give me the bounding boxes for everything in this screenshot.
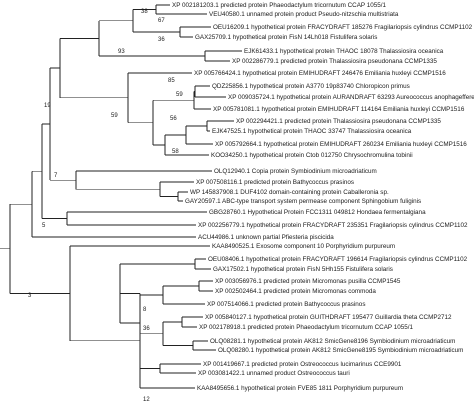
taxon-label: ACU44986.1 unknown partial Pfiesteria pi… <box>198 234 334 241</box>
support-value: 8 <box>143 307 147 313</box>
taxon-label: QDZ25856.1 hypothetical protein A3770 19… <box>212 83 410 90</box>
support-value: 58 <box>172 149 179 155</box>
taxon-labels: XP 002181203.1 predicted protein Phaeoda… <box>172 2 474 392</box>
support-value: 36 <box>158 37 165 43</box>
taxon-label: EJK47525.1 hypothetical protein THAOC 33… <box>212 128 412 135</box>
taxon-label: KAA8495656.1 hypothetical protein FVE85 … <box>197 385 403 392</box>
support-value: 5 <box>42 223 46 229</box>
support-value: 7 <box>54 173 58 179</box>
taxon-label: GBG28760.1 Hypothetical Protein FCC1311 … <box>209 209 426 216</box>
taxon-label: XP 007514066.1 predicted protein Bathyco… <box>207 301 365 308</box>
taxon-label: GAY20597.1 ABC-type transport system per… <box>185 198 421 205</box>
taxon-label: XP 003081422.1 unnamed product Ostreococ… <box>198 370 350 377</box>
support-value: 12 <box>143 397 150 403</box>
support-value: 36 <box>143 326 150 332</box>
taxon-label: XP 002178918.1 predicted protein Phaeoda… <box>199 324 413 331</box>
taxon-label: OEU08406.1 hypothetical protein FRACYDRA… <box>208 256 468 263</box>
taxon-label: XP 002181203.1 predicted protein Phaeoda… <box>172 2 386 9</box>
taxon-label: XP 002256779.1 hypothetical protein FRAC… <box>198 222 468 229</box>
taxon-label: XP 001419667.1 predicted protein Ostreoc… <box>203 361 402 368</box>
taxon-label: XP 007508116.1 predicted protein Bathyco… <box>196 179 354 186</box>
tree-branches <box>0 4 242 389</box>
taxon-label: OLQ08281.1 hypothetical protein AK812 Sm… <box>210 338 455 345</box>
taxon-label: XP 005766424.1 hypothetical protein EMIH… <box>194 70 446 77</box>
support-value: 59 <box>176 92 183 98</box>
taxon-label: XP 005840127.1 hypothetical protein GUIT… <box>205 314 452 321</box>
taxon-label: GAX25709.1 hypothetical protein FisN 14L… <box>195 34 377 41</box>
taxon-label: OEU16209.1 hypothetical protein FRACYDRA… <box>213 24 473 31</box>
taxon-label: EJK61433.1 hypothetical protein THAOC 18… <box>244 48 444 55</box>
support-value: 59 <box>111 113 118 119</box>
taxon-label: XP 002286779.1 predicted protein Thalass… <box>232 58 437 65</box>
taxon-label: XP 009035724.1 hypothetical protein AURA… <box>228 94 474 101</box>
taxon-label: XP 003056976.1 predicted protein Micromo… <box>215 278 401 285</box>
support-value: 38 <box>141 9 148 15</box>
support-value: 93 <box>118 49 125 55</box>
support-value: 3 <box>28 293 32 299</box>
taxon-label: VEU40580.1 unnamed protein product Pseud… <box>209 11 399 18</box>
taxon-label: OLQ08280.1 hypothetical protein AK812 Sm… <box>218 347 463 354</box>
taxon-label: XP 005781081.1 hypothetical protein EMIH… <box>213 106 465 113</box>
taxon-label: XP 005792664.1 hypothetical protein EMIH… <box>215 141 467 148</box>
support-value: 56 <box>170 116 177 122</box>
support-value: 67 <box>158 18 165 24</box>
taxon-label: OLQ12940.1 Copia protein Symbiodinium mi… <box>214 168 377 175</box>
support-value: 19 <box>44 103 51 109</box>
taxon-label: XP 002294421.1 predicted protein Thalass… <box>236 118 441 125</box>
taxon-label: WP 145837908.1 DUF4102 domain-containing… <box>190 189 389 196</box>
taxon-label: KOO34250.1 hypothetical protein Ctob 012… <box>211 152 413 159</box>
support-value: 85 <box>168 78 175 84</box>
taxon-label: GAX17502.1 hypothetical protein FisN 5Hh… <box>213 266 393 273</box>
taxon-label: XP 002502464.1 predicted protein Micromo… <box>215 288 376 295</box>
taxon-label: KAA8490525.1 Exosome component 10 Porphy… <box>212 243 395 250</box>
